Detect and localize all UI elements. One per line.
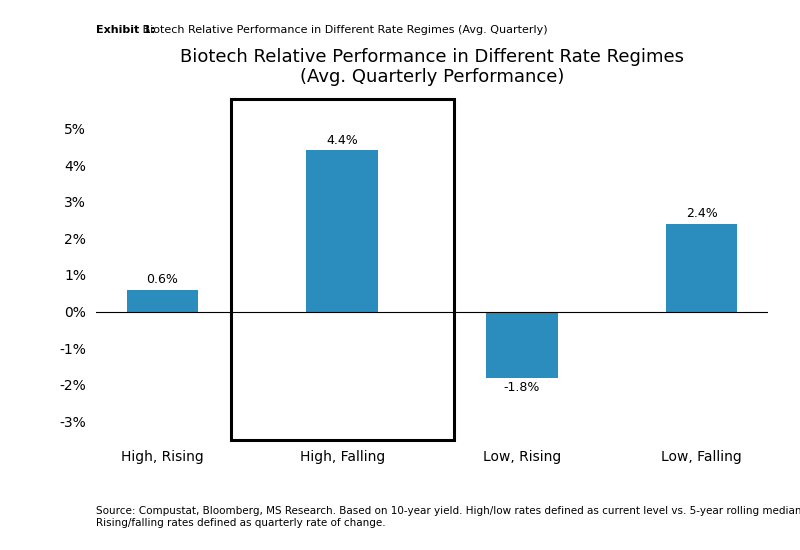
Bar [666,224,738,312]
Bar [486,312,558,378]
Text: Source: Compustat, Bloomberg, MS Research. Based on 10-year yield. High/low rate: Source: Compustat, Bloomberg, MS Researc… [96,507,800,528]
Text: 4.4%: 4.4% [326,134,358,147]
Bar [230,99,454,440]
Text: -1.8%: -1.8% [504,381,540,394]
Text: 2.4%: 2.4% [686,207,718,220]
Title: Biotech Relative Performance in Different Rate Regimes
(Avg. Quarterly Performan: Biotech Relative Performance in Differen… [180,47,684,86]
Text: 0.6%: 0.6% [146,273,178,286]
Bar [306,150,378,312]
Bar [126,290,198,312]
Text: Biotech Relative Performance in Different Rate Regimes (Avg. Quarterly): Biotech Relative Performance in Differen… [139,25,548,35]
Text: Exhibit 1:: Exhibit 1: [96,25,155,35]
